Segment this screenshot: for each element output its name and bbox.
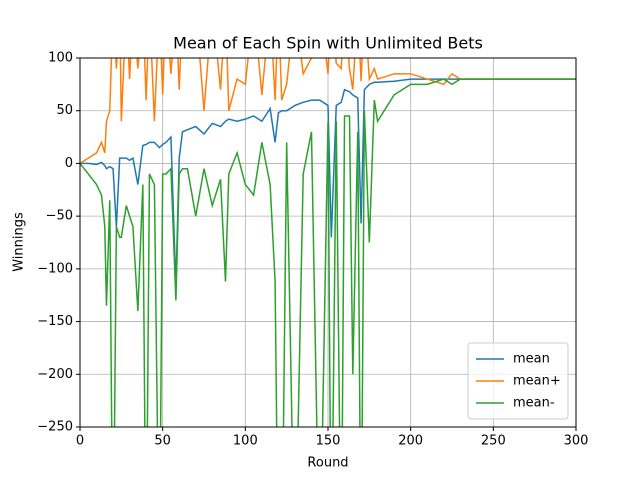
legend-label: mean [513, 352, 550, 367]
x-tick-label: 150 [316, 434, 341, 449]
x-tick-label: 100 [233, 434, 258, 449]
legend-box [467, 342, 569, 420]
x-tick-label: 0 [76, 434, 84, 449]
series-line [80, 58, 576, 165]
legend-label: mean- [513, 396, 555, 411]
y-tick-label: −100 [37, 261, 73, 276]
legend: mean mean+ mean- [467, 342, 569, 420]
series-line [80, 78, 576, 427]
x-axis-label: Round [307, 456, 348, 471]
y-axis-label: Winnings [12, 212, 27, 272]
x-tick-label: 50 [154, 434, 171, 449]
x-tick-label: 300 [564, 434, 589, 449]
y-tick-label: −50 [46, 209, 73, 224]
y-tick-label: 0 [65, 156, 73, 171]
x-tick-label: 250 [481, 434, 506, 449]
y-tick-label: −200 [37, 367, 73, 382]
ticks: 0 50 100 150 200 250 300 −250 −200 −150 −100 −50 0 50… [37, 51, 588, 449]
chart-title: Mean of Each Spin with Unlimited Bets [173, 34, 483, 53]
y-tick-label: 100 [48, 51, 73, 66]
x-tick-label: 200 [398, 434, 423, 449]
y-tick-label: −250 [37, 420, 73, 435]
y-tick-label: −150 [37, 314, 73, 329]
legend-label: mean+ [513, 374, 561, 389]
y-tick-label: 50 [56, 103, 73, 118]
series-line [80, 78, 576, 287]
plot-lines [80, 58, 576, 427]
